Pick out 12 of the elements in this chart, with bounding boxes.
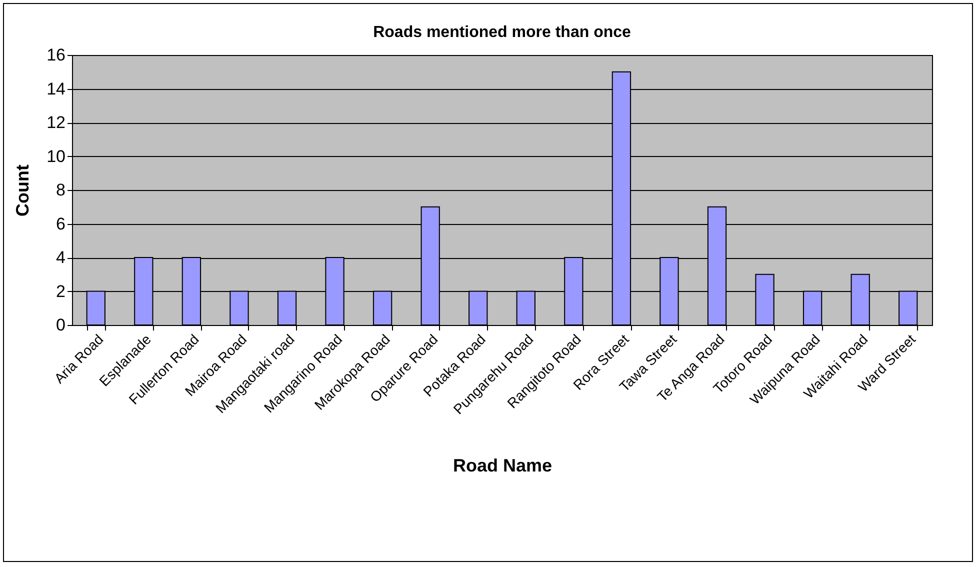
y-tick-label: 0 — [56, 316, 66, 334]
y-tick-label: 10 — [46, 146, 66, 166]
y-tick-label: 4 — [56, 248, 66, 267]
y-tick-label: 16 — [46, 46, 66, 64]
y-tick-label: 14 — [46, 79, 66, 98]
y-tick-label: 2 — [56, 282, 66, 301]
y-tick-label: 6 — [56, 214, 66, 234]
y-axis-title: Count — [12, 164, 33, 216]
y-tick-label: 12 — [46, 113, 66, 132]
chart-title: Roads mentioned more than once — [373, 24, 632, 41]
y-tick-label: 8 — [56, 180, 66, 200]
x-axis-title: Road Name — [452, 455, 552, 476]
